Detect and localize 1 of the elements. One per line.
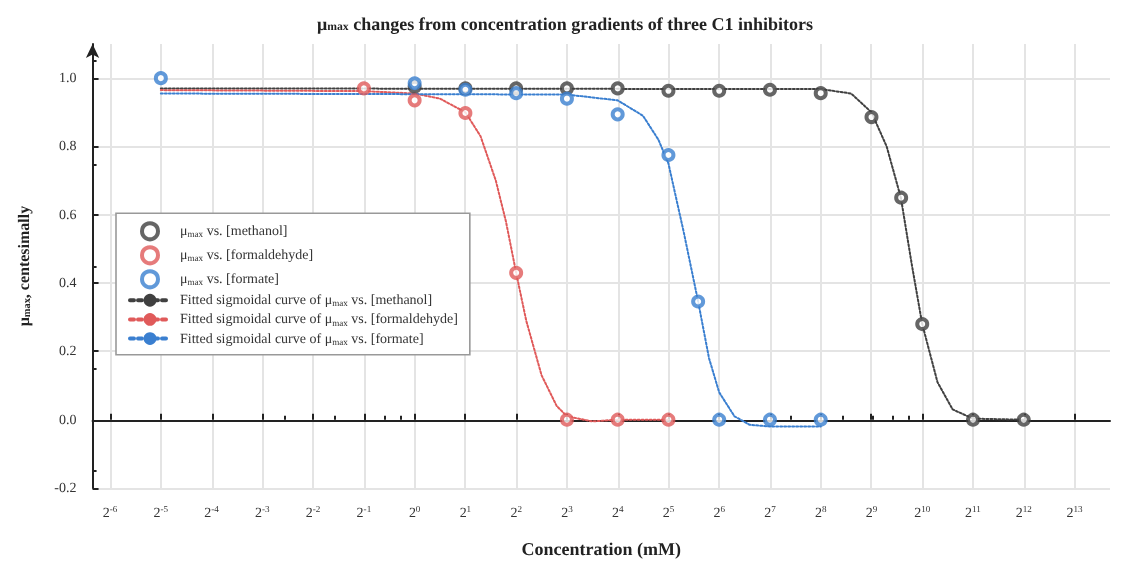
x-axis-title: Concentration (mM) — [521, 539, 682, 559]
